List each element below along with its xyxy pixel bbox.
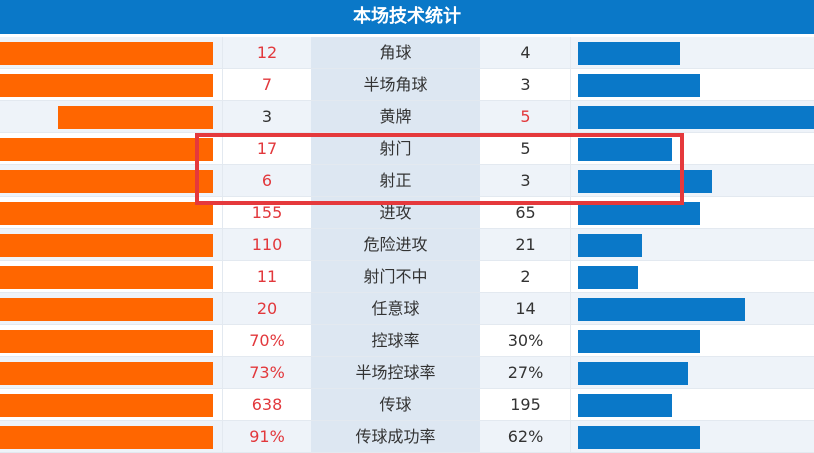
home-value: 638 [222,389,311,420]
home-value: 20 [222,293,311,324]
away-bar [578,234,642,257]
away-bar [578,138,672,161]
home-bar [0,138,213,161]
home-value: 73% [222,357,311,388]
away-value: 5 [481,101,571,132]
stat-name: 射门不中 [311,261,480,292]
stat-row: 91% 传球成功率 62% [0,421,814,453]
away-value: 14 [481,293,571,324]
away-value: 65 [481,197,571,228]
home-value: 110 [222,229,311,260]
stat-row: 638 传球 195 [0,389,814,421]
stat-name: 射门 [311,133,480,164]
home-bar [0,394,213,417]
away-bar [578,106,814,129]
home-value: 11 [222,261,311,292]
stat-name: 半场角球 [311,69,480,100]
home-bar [0,234,213,257]
stat-row: 73% 半场控球率 27% [0,357,814,389]
home-bar [0,202,213,225]
stat-row: 7 半场角球 3 [0,69,814,101]
home-bar [0,298,213,321]
stat-name: 传球 [311,389,480,420]
title: 本场技术统计 [0,0,814,34]
away-bar [578,266,638,289]
stat-row: 12 角球 4 [0,37,814,69]
home-bar [0,330,213,353]
stat-name: 传球成功率 [311,421,480,452]
stat-name: 危险进攻 [311,229,480,260]
home-bar [0,74,213,97]
stat-row: 3 黄牌 5 [0,101,814,133]
stat-name: 射正 [311,165,480,196]
away-bar [578,330,700,353]
away-bar [578,298,745,321]
home-value: 17 [222,133,311,164]
stat-name: 黄牌 [311,101,480,132]
away-value: 4 [481,37,571,68]
home-bar [0,42,213,65]
away-bar [578,362,688,385]
stat-name: 控球率 [311,325,480,356]
away-value: 27% [481,357,571,388]
away-bar [578,426,700,449]
away-value: 30% [481,325,571,356]
stat-row: 11 射门不中 2 [0,261,814,293]
home-value: 12 [222,37,311,68]
highlight-box [195,133,684,205]
away-value: 21 [481,229,571,260]
away-bar [578,42,680,65]
home-value: 3 [222,101,311,132]
away-value: 62% [481,421,571,452]
home-value: 91% [222,421,311,452]
away-value: 2 [481,261,571,292]
stat-row: 17 射门 5 [0,133,814,165]
stat-row: 70% 控球率 30% [0,325,814,357]
home-bar [58,106,213,129]
away-bar [578,74,700,97]
away-bar [578,170,712,193]
home-value: 6 [222,165,311,196]
away-value: 3 [481,165,571,196]
stat-row: 20 任意球 14 [0,293,814,325]
home-value: 7 [222,69,311,100]
home-bar [0,170,213,193]
home-value: 70% [222,325,311,356]
stat-name: 半场控球率 [311,357,480,388]
home-bar [0,266,213,289]
stat-name: 角球 [311,37,480,68]
home-bar [0,426,213,449]
home-value: 155 [222,197,311,228]
stat-row: 110 危险进攻 21 [0,229,814,261]
stat-name: 任意球 [311,293,480,324]
away-value: 3 [481,69,571,100]
stat-row: 6 射正 3 [0,165,814,197]
home-bar [0,362,213,385]
away-bar [578,394,672,417]
away-bar [578,202,700,225]
away-value: 5 [481,133,571,164]
away-value: 195 [481,389,571,420]
